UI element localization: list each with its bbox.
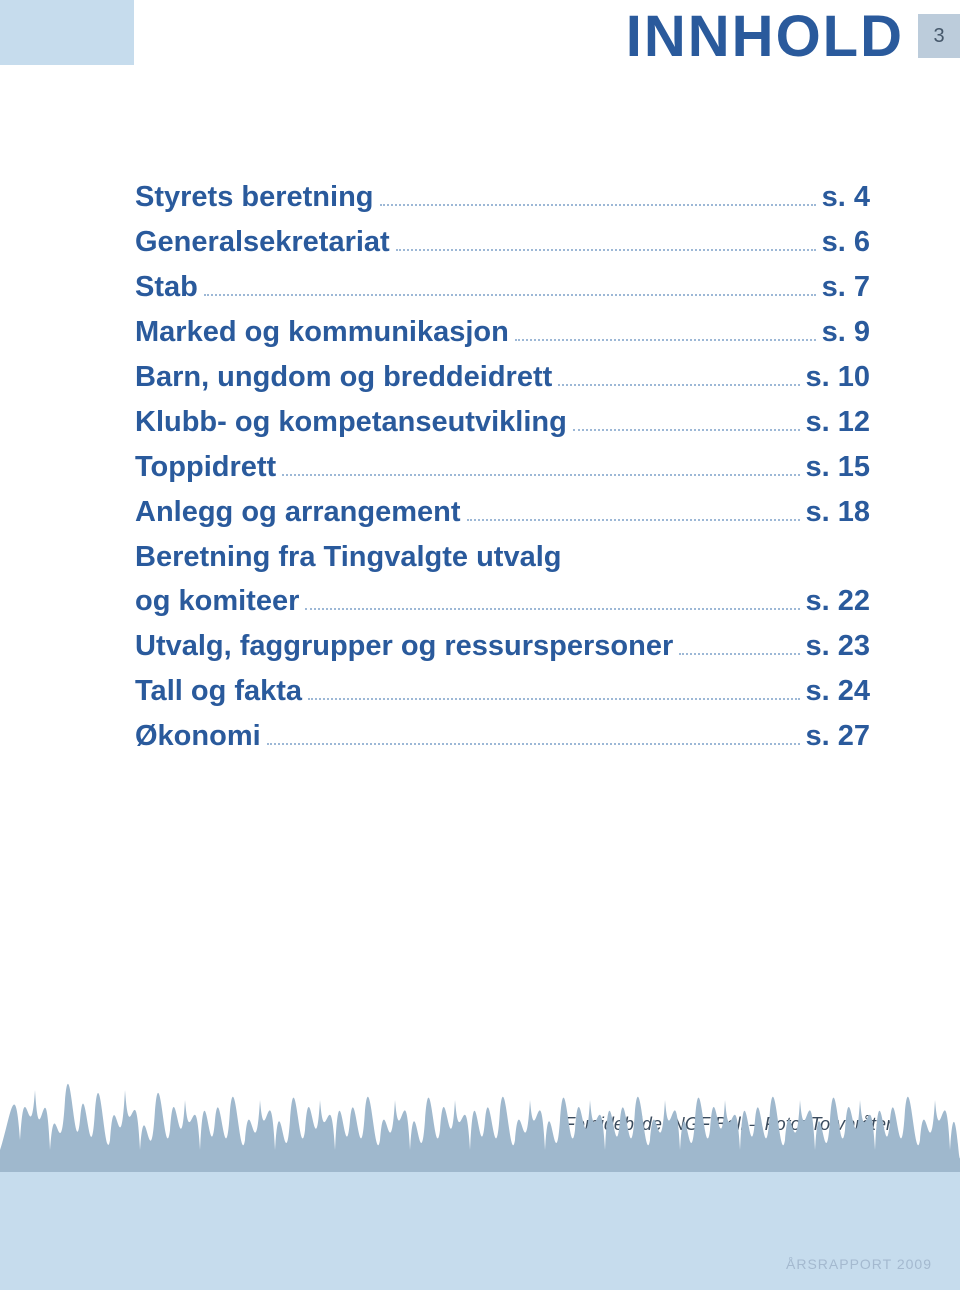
toc-page: s. 4: [822, 175, 870, 220]
toc-leader-dots: [305, 608, 799, 610]
toc-label: Økonomi: [135, 714, 261, 759]
toc-page: s. 23: [806, 624, 871, 669]
toc-entry: Utvalg, faggrupper og ressurspersoner s. …: [135, 624, 870, 669]
toc-entry: Anlegg og arrangement s. 18: [135, 490, 870, 535]
toc-label: Generalsekretariat: [135, 220, 390, 265]
page-number: 3: [933, 25, 944, 48]
toc-page: s. 6: [822, 220, 870, 265]
toc-page: s. 24: [806, 669, 871, 714]
toc-leader-dots: [573, 429, 800, 431]
footer-text: ÅRSRAPPORT 2009: [786, 1256, 932, 1272]
toc-page: s. 9: [822, 310, 870, 355]
toc-page: s. 12: [806, 400, 871, 445]
toc-page: s. 18: [806, 490, 871, 535]
footer-band: ÅRSRAPPORT 2009: [0, 1172, 960, 1290]
top-left-band: [0, 0, 134, 65]
toc-label: og komiteer: [135, 579, 299, 624]
toc-label: Anlegg og arrangement: [135, 490, 461, 535]
toc-entry: Tall og fakta s. 24: [135, 669, 870, 714]
toc-entry: Barn, ungdom og breddeidrett s. 10: [135, 355, 870, 400]
toc-entry: og komiteer s. 22: [135, 579, 870, 624]
toc-label: Styrets beretning: [135, 175, 374, 220]
toc-page: s. 7: [822, 265, 870, 310]
toc-entry: Klubb- og kompetanseutvikling s. 12: [135, 400, 870, 445]
toc-label: Stab: [135, 265, 198, 310]
table-of-contents: Styrets beretning s. 4 Generalsekretariat s…: [135, 175, 870, 759]
toc-leader-dots: [282, 474, 799, 476]
photo-credit: Forsidebilde: NGF Ball – Foto: Torvbråte…: [564, 1114, 896, 1135]
toc-label: Tall og fakta: [135, 669, 302, 714]
toc-label: Utvalg, faggrupper og ressurspersoner: [135, 624, 673, 669]
toc-leader-dots: [396, 249, 816, 251]
toc-label: Marked og kommunikasjon: [135, 310, 509, 355]
toc-entry: Styrets beretning s. 4: [135, 175, 870, 220]
toc-label: Klubb- og kompetanseutvikling: [135, 400, 567, 445]
toc-leader-dots: [204, 294, 816, 296]
toc-leader-dots: [267, 743, 800, 745]
toc-entry: Beretning fra Tingvalgte utvalg: [135, 535, 870, 580]
toc-page: s. 22: [806, 579, 871, 624]
toc-leader-dots: [467, 519, 800, 521]
toc-leader-dots: [308, 698, 799, 700]
toc-entry: Stab s. 7: [135, 265, 870, 310]
toc-entry: Generalsekretariat s. 6: [135, 220, 870, 265]
toc-leader-dots: [380, 204, 816, 206]
page-title: INNHOLD: [626, 8, 918, 66]
toc-label: Toppidrett: [135, 445, 276, 490]
toc-page: s. 15: [806, 445, 871, 490]
toc-entry: Økonomi s. 27: [135, 714, 870, 759]
toc-leader-dots: [515, 339, 816, 341]
toc-label: Barn, ungdom og breddeidrett: [135, 355, 552, 400]
toc-leader-dots: [558, 384, 799, 386]
toc-page: s. 10: [806, 355, 871, 400]
page-number-box: 3: [918, 14, 960, 58]
page-header: INNHOLD 3: [626, 8, 960, 66]
toc-page: s. 27: [806, 714, 871, 759]
toc-leader-dots: [679, 653, 799, 655]
toc-entry: Toppidrett s. 15: [135, 445, 870, 490]
toc-entry: Marked og kommunikasjon s. 9: [135, 310, 870, 355]
